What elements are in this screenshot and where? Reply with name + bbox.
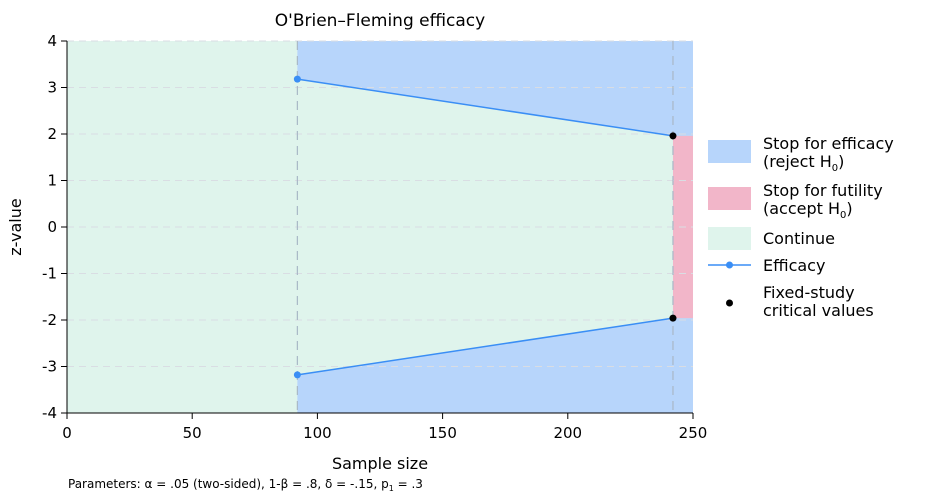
legend-futility-line1: Stop for futility (763, 181, 883, 200)
legend-futility-sub: 0 (840, 210, 846, 221)
y-tick-label: 0 (47, 218, 57, 236)
axes (61, 40, 694, 419)
efficacy-line-upper (297, 78, 674, 137)
legend-swatch-futility (708, 187, 751, 210)
x-tick-label: 200 (553, 424, 582, 442)
fixed-critical-point (669, 132, 677, 140)
fixed-critical-point (669, 314, 677, 322)
efficacy-point (293, 75, 301, 83)
look-lines (296, 41, 674, 413)
x-tick-label: 50 (183, 424, 202, 442)
y-tick-label: -1 (42, 265, 57, 283)
efficacy-region-upper (297, 41, 693, 136)
y-tick-label: -2 (42, 311, 57, 329)
efficacy-line-lower (297, 317, 674, 376)
legend-efficacy-marker (726, 261, 733, 269)
tick-labels: 4 3 2 1 0 -1 -2 -3 -4 0 50 100 150 200 250 (42, 32, 707, 442)
boundary-lines (297, 78, 674, 376)
x-tick-label: 100 (303, 424, 332, 442)
x-tick-label: 250 (679, 424, 708, 442)
legend: Stop for efficacy (reject H0) Stop for f… (708, 134, 894, 320)
x-axis-label: Sample size (332, 454, 428, 473)
x-tick-label: 0 (62, 424, 72, 442)
y-tick-label: -3 (42, 358, 57, 376)
legend-swatch-efficacy (708, 140, 751, 163)
parameters-note-sub: 1 (389, 484, 394, 493)
efficacy-point (293, 371, 301, 379)
chart-title: O'Brien–Fleming efficacy (275, 11, 485, 31)
legend-efficacy-line1: Stop for efficacy (763, 134, 894, 153)
legend-fixed-line1: Fixed-study (763, 283, 855, 302)
y-tick-label: 2 (47, 125, 57, 143)
x-tick-label: 150 (428, 424, 457, 442)
y-tick-label: 4 (47, 32, 57, 50)
legend-continue: Continue (763, 229, 835, 248)
gridlines (67, 40, 693, 367)
efficacy-region-lower (297, 318, 693, 413)
legend-efficacy-line: Efficacy (763, 256, 825, 275)
parameters-note: Parameters: α = .05 (two-sided), 1-β = .… (68, 477, 423, 493)
legend-futility-line2: (accept H0) (763, 199, 853, 221)
legend-fixed-line2: critical values (763, 301, 874, 320)
y-tick-label: 3 (47, 79, 57, 97)
y-axis-label: z-value (6, 198, 25, 255)
legend-efficacy-line2: (reject H0) (763, 152, 844, 174)
legend-swatch-continue (708, 227, 751, 250)
boundary-points (293, 75, 677, 379)
legend-fixed-marker (726, 299, 733, 307)
y-tick-label: -4 (42, 404, 57, 422)
y-tick-label: 1 (47, 172, 57, 190)
legend-efficacy-sub: 0 (832, 163, 838, 174)
